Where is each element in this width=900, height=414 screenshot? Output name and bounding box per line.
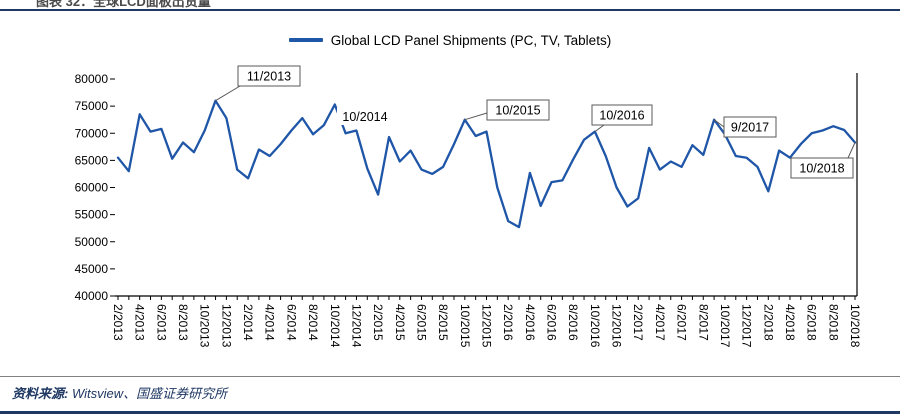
callout-label: 11/2013 bbox=[247, 70, 291, 84]
callout-box bbox=[337, 108, 393, 125]
callout-11-2013: 11/2013 bbox=[215, 65, 301, 102]
x-tick-label: 2/2017 bbox=[631, 304, 645, 341]
series-line bbox=[116, 99, 857, 229]
source-text: 资料来源: Witsview、国盛证券研究所 bbox=[12, 383, 892, 402]
x-tick-label: 8/2015 bbox=[436, 304, 450, 341]
x-tick-label: 6/2017 bbox=[675, 304, 689, 341]
x-tick-label: 2/2013 bbox=[111, 304, 125, 341]
y-tick-label: 55000 bbox=[75, 208, 109, 222]
callout-box bbox=[486, 99, 550, 121]
source-body: Witsview、国盛证券研究所 bbox=[71, 386, 228, 401]
x-tick-label: 2/2018 bbox=[761, 304, 775, 341]
x-tick-label: 12/2016 bbox=[610, 304, 624, 348]
source-prefix: 资料来源: bbox=[12, 386, 72, 401]
x-tick-label: 6/2016 bbox=[545, 304, 559, 341]
x-tick-label: 8/2017 bbox=[696, 304, 710, 341]
callout-10-2015: 10/2015 bbox=[464, 99, 550, 121]
y-tick-label: 60000 bbox=[75, 181, 109, 195]
y-tick-label: 45000 bbox=[75, 262, 109, 276]
x-tick-label: 8/2018 bbox=[826, 304, 840, 341]
x-tick-label: 4/2015 bbox=[393, 304, 407, 341]
callout-label: 9/2017 bbox=[731, 121, 769, 135]
x-tick-label: 4/2014 bbox=[263, 304, 277, 341]
callout-box bbox=[723, 116, 777, 138]
figure-caption: 图表 32：全球LCD面板出货量 bbox=[36, 0, 211, 9]
x-tick-label: 4/2018 bbox=[783, 304, 797, 341]
x-tick-label: 2/2014 bbox=[241, 304, 255, 341]
callout-leader-line bbox=[215, 85, 241, 102]
callout-label: 10/2016 bbox=[599, 109, 644, 123]
callout-label: 10/2018 bbox=[799, 162, 844, 176]
x-tick-label: 12/2017 bbox=[740, 304, 754, 348]
x-tick-label: 6/2013 bbox=[154, 304, 168, 341]
callout-label: 10/2015 bbox=[495, 104, 540, 118]
y-tick-label: 75000 bbox=[75, 99, 109, 113]
callout-10-2014: 10/2014 bbox=[337, 108, 393, 125]
callout-10-2016: 10/2016 bbox=[591, 104, 653, 133]
x-tick-label: 8/2013 bbox=[176, 304, 190, 341]
x-tick-label: 12/2015 bbox=[480, 304, 494, 348]
callout-10-2018: 10/2018 bbox=[790, 142, 856, 179]
callout-box bbox=[591, 104, 653, 126]
source-footer: 资料来源: Witsview、国盛证券研究所 bbox=[0, 376, 900, 414]
legend-line-icon bbox=[288, 38, 323, 42]
y-tick-label: 70000 bbox=[75, 126, 109, 140]
x-tick-label: 10/2015 bbox=[458, 304, 472, 348]
y-tick-label: 40000 bbox=[75, 289, 109, 303]
callout-label: 10/2014 bbox=[342, 110, 387, 124]
x-tick-label: 6/2018 bbox=[805, 304, 819, 341]
y-tick-label: 80000 bbox=[75, 72, 109, 86]
legend-label: Global LCD Panel Shipments (PC, TV, Tabl… bbox=[330, 32, 612, 48]
x-tick-label: 10/2014 bbox=[328, 304, 342, 348]
x-tick-label: 10/2016 bbox=[588, 304, 602, 348]
callout-box bbox=[237, 65, 301, 87]
callout-box bbox=[790, 157, 854, 179]
x-tick-label: 6/2014 bbox=[284, 304, 298, 341]
x-tick-label: 10/2018 bbox=[848, 304, 862, 348]
x-tick-label: 12/2014 bbox=[349, 304, 363, 348]
x-tick-label: 10/2017 bbox=[718, 304, 732, 348]
x-tick-label: 2/2015 bbox=[371, 304, 385, 341]
callout-leader-line bbox=[464, 112, 488, 121]
x-tick-label: 8/2016 bbox=[566, 304, 580, 341]
callout-leader-line bbox=[847, 142, 856, 159]
report-header: 图表 32：全球LCD面板出货量 bbox=[0, 0, 900, 11]
chart-legend: Global LCD Panel Shipments (PC, TV, Tabl… bbox=[0, 31, 900, 49]
y-tick-label: 65000 bbox=[75, 153, 109, 167]
lcd-shipments-line-chart: 40000 45000 50000 55000 60000 65000 70000 75000… bbox=[75, 65, 862, 348]
y-tick-label: 50000 bbox=[75, 235, 109, 249]
x-tick-label: 4/2016 bbox=[523, 304, 537, 341]
x-tick-label: 10/2013 bbox=[198, 304, 212, 348]
x-tick-label: 12/2013 bbox=[219, 304, 233, 348]
callout-9-2017: 9/2017 bbox=[713, 116, 777, 138]
x-tick-label: 2/2016 bbox=[501, 304, 515, 341]
figure-caption-clipped: 图表 32：全球LCD面板出货量 bbox=[36, 0, 900, 9]
callout-leader-line bbox=[713, 119, 725, 128]
chart-area: 40000 45000 50000 55000 60000 65000 70000 75000… bbox=[0, 53, 900, 376]
x-tick-label: 4/2013 bbox=[133, 304, 147, 341]
x-tick-label: 4/2017 bbox=[653, 304, 667, 341]
callout-leader-line bbox=[594, 124, 605, 133]
x-tick-label: 6/2015 bbox=[415, 304, 429, 341]
x-tick-label: 8/2014 bbox=[306, 304, 320, 341]
